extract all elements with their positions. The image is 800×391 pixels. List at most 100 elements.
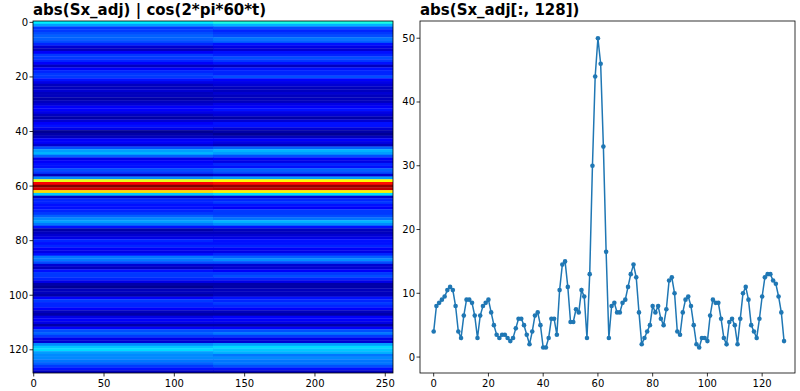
- y-tick-label: 20: [402, 224, 415, 235]
- heat-cell: [33, 351, 213, 354]
- heat-cell: [33, 160, 213, 163]
- marker: [431, 329, 436, 334]
- marker: [722, 336, 727, 341]
- heat-cell: [33, 231, 213, 234]
- marker: [546, 336, 551, 341]
- marker: [626, 285, 631, 290]
- marker: [623, 297, 628, 302]
- heat-cell: [33, 316, 213, 319]
- heat-cell: [213, 220, 393, 223]
- title: abs(Sx_adj) | cos(2*pi*60*t): [33, 1, 266, 20]
- heat-cell: [213, 212, 393, 215]
- heat-cell: [213, 166, 393, 169]
- x-tick: [314, 373, 315, 377]
- heat-cell: [213, 147, 393, 150]
- marker: [680, 310, 685, 315]
- heat-cell: [213, 357, 393, 360]
- marker: [634, 275, 639, 280]
- heat-cell: [33, 277, 213, 280]
- marker: [724, 342, 729, 347]
- heat-cell: [33, 294, 213, 297]
- heat-cell: [213, 54, 393, 57]
- heat-cell: [33, 155, 213, 158]
- heat-cell: [213, 335, 393, 338]
- heat-cell: [213, 177, 393, 180]
- marker: [544, 345, 549, 350]
- marker: [478, 313, 483, 318]
- marker: [582, 294, 587, 299]
- heat-cell: [33, 308, 213, 311]
- heat-cell: [213, 157, 393, 160]
- heat-cell: [213, 340, 393, 343]
- y-tick-label: 0: [409, 352, 415, 363]
- heat-cell: [33, 144, 213, 147]
- marker: [708, 313, 713, 318]
- heat-cell: [213, 97, 393, 100]
- heat-cell: [33, 76, 213, 79]
- marker: [664, 307, 669, 312]
- heat-cell: [213, 136, 393, 139]
- heat-cell: [33, 171, 213, 174]
- marker: [774, 281, 779, 286]
- heat-cell: [213, 73, 393, 76]
- heat-cell: [33, 166, 213, 169]
- heat-cell: [213, 275, 393, 278]
- y-tick-label: 0: [22, 17, 28, 28]
- marker: [628, 272, 633, 277]
- heat-cell: [213, 138, 393, 141]
- heat-cell: [33, 234, 213, 237]
- heat-cell: [213, 168, 393, 171]
- heat-cell: [33, 24, 213, 27]
- heat-cell: [33, 114, 213, 117]
- heat-cell: [33, 237, 213, 240]
- heat-cell: [213, 56, 393, 59]
- heat-cell: [213, 114, 393, 117]
- heat-cell: [33, 117, 213, 120]
- heat-cell: [33, 37, 213, 40]
- heat-cell: [213, 171, 393, 174]
- heat-cell: [33, 92, 213, 95]
- heat-cell: [213, 288, 393, 291]
- heat-cell: [33, 65, 213, 68]
- heat-cell: [213, 256, 393, 259]
- heat-cell: [33, 163, 213, 166]
- marker: [459, 336, 464, 341]
- marker: [697, 345, 702, 350]
- marker: [656, 304, 661, 309]
- marker: [555, 332, 560, 337]
- heat-cell: [33, 122, 213, 125]
- x-tick: [385, 373, 386, 377]
- marker: [719, 316, 724, 321]
- x-tick: [244, 373, 245, 377]
- heat-cell: [213, 92, 393, 95]
- marker: [552, 316, 557, 321]
- marker: [752, 329, 757, 334]
- marker: [535, 310, 540, 315]
- heat-cell: [213, 228, 393, 231]
- x-tick: [174, 373, 175, 377]
- heat-cell: [213, 294, 393, 297]
- heat-cell: [213, 108, 393, 111]
- x-tick-label: 200: [305, 378, 324, 389]
- heat-cell: [33, 95, 213, 98]
- heat-cell: [33, 97, 213, 100]
- heat-cell: [213, 103, 393, 106]
- heat-cell: [213, 245, 393, 248]
- heat-cell: [213, 261, 393, 264]
- heat-cell: [213, 370, 393, 373]
- heat-cell: [33, 212, 213, 215]
- heat-cell: [213, 193, 393, 196]
- heat-cell: [33, 62, 213, 65]
- heat-cell: [213, 62, 393, 65]
- heat-cell: [33, 125, 213, 128]
- heat-cell: [33, 217, 213, 220]
- heat-cell: [213, 144, 393, 147]
- heat-cell: [213, 264, 393, 267]
- heat-cell: [213, 327, 393, 330]
- heat-cell: [213, 46, 393, 49]
- heat-cell: [213, 48, 393, 51]
- marker: [678, 332, 683, 337]
- marker: [527, 342, 532, 347]
- heat-cell: [33, 51, 213, 54]
- heat-cell: [33, 67, 213, 70]
